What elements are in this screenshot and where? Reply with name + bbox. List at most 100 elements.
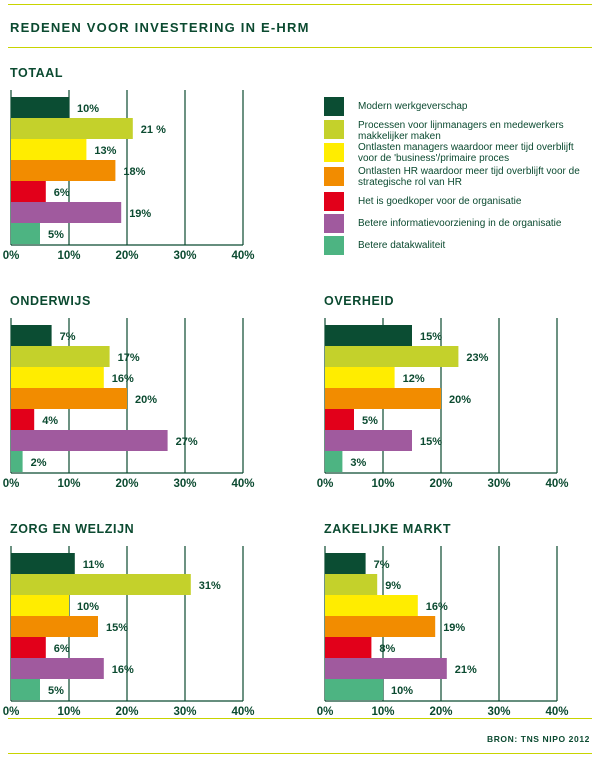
data-label: 23% <box>466 352 488 364</box>
data-label: 27% <box>176 436 198 448</box>
data-label: 18% <box>123 166 145 178</box>
tick-label: 30% <box>487 478 510 490</box>
legend-swatch <box>324 120 344 139</box>
panel-title-overheid: OVERHEID <box>324 294 395 308</box>
tick-label: 10% <box>57 706 80 718</box>
title-rule <box>8 47 592 48</box>
bar <box>325 637 372 658</box>
bar <box>11 679 40 700</box>
panel-title-onderwijs: ONDERWIJS <box>10 294 91 308</box>
tick-label: 30% <box>173 706 196 718</box>
tick-label: 20% <box>429 478 452 490</box>
bar <box>11 616 98 637</box>
data-label: 9% <box>385 580 401 592</box>
bar <box>11 325 52 346</box>
data-label: 4% <box>42 415 58 427</box>
panel-title-totaal: TOTAAL <box>10 66 64 80</box>
panel-title-zorg: ZORG EN WELZIJN <box>10 522 135 536</box>
legend-swatch <box>324 214 344 233</box>
legend-label: Modern werkgeverschap <box>358 101 468 112</box>
data-label: 8% <box>379 643 395 655</box>
data-label: 16% <box>426 601 448 613</box>
data-label: 15% <box>420 331 442 343</box>
data-label: 16% <box>112 373 134 385</box>
data-label: 13% <box>94 145 116 157</box>
bar <box>325 679 383 700</box>
bar <box>325 346 459 367</box>
data-label: 5% <box>48 685 64 697</box>
data-label: 19% <box>129 208 151 220</box>
chart-zorg: 11% 31% 10% 15% 6% 16% 5% 0% 10% 20% 30% 40% <box>3 546 255 718</box>
chart-onderwijs: 7%17%16%20%4%27%2%0% 10% 20% 30% 40% <box>3 318 255 490</box>
tick-label: 30% <box>173 250 196 262</box>
legend-swatch <box>324 97 344 116</box>
data-label: 6% <box>54 187 70 199</box>
tick-label: 40% <box>545 478 568 490</box>
legend-label: Betere datakwaliteit <box>358 240 446 251</box>
bar <box>11 367 104 388</box>
bar <box>325 409 354 430</box>
chart-totaal: 10% 21 % 13% 18% 6% 19% 5% 0% 10% 20% 30% 40% <box>3 90 255 262</box>
data-label: 7% <box>60 331 76 343</box>
bar <box>11 430 168 451</box>
bar <box>325 595 418 616</box>
data-label: 3% <box>350 457 366 469</box>
tick-label: 40% <box>231 478 254 490</box>
bar <box>11 97 69 118</box>
bar <box>11 595 69 616</box>
tick-label: 20% <box>115 250 138 262</box>
bar <box>325 658 447 679</box>
tick-label: 20% <box>115 706 138 718</box>
bar <box>325 451 343 472</box>
tick-label: 0% <box>317 478 334 490</box>
legend-swatch <box>324 192 344 211</box>
tick-label: 30% <box>487 706 510 718</box>
data-label: 15% <box>106 622 128 634</box>
data-label: 12% <box>403 373 425 385</box>
legend-swatch <box>324 143 344 162</box>
data-label: 7% <box>374 559 390 571</box>
data-label: 20% <box>449 394 471 406</box>
chart-overheid: 15% 23% 12% 20% 5% 15% 3% 0% 10% 20% 30% 40% <box>317 318 569 490</box>
bar <box>325 430 412 451</box>
tick-label: 10% <box>371 706 394 718</box>
data-label: 31% <box>199 580 221 592</box>
data-label: 5% <box>362 415 378 427</box>
bar <box>325 388 441 409</box>
legend-label: Ontlasten HR waardoor meer tijd overblij… <box>358 166 580 188</box>
page-title: REDENEN VOOR INVESTERING IN E-HRM <box>10 20 310 35</box>
tick-label: 10% <box>57 250 80 262</box>
bar <box>11 202 122 223</box>
tick-label: 0% <box>317 706 334 718</box>
tick-label: 0% <box>3 478 20 490</box>
legend-label: Ontlasten managers waardoor meer tijd ov… <box>358 142 574 164</box>
panel-title-zakelijk: ZAKELIJKE MARKT <box>324 522 452 536</box>
tick-label: 0% <box>3 250 20 262</box>
data-label: 5% <box>48 229 64 241</box>
tick-label: 20% <box>429 706 452 718</box>
data-label: 10% <box>77 601 99 613</box>
bar <box>11 574 191 595</box>
data-label: 6% <box>54 643 70 655</box>
tick-label: 40% <box>231 706 254 718</box>
tick-label: 20% <box>115 478 138 490</box>
bar <box>325 574 378 595</box>
bar <box>11 388 127 409</box>
data-label: 21 % <box>141 124 166 136</box>
bar <box>325 325 412 346</box>
data-label: 17% <box>118 352 140 364</box>
bar <box>11 451 23 472</box>
data-label: 11% <box>83 559 105 571</box>
bottom-rule-2 <box>8 753 592 754</box>
bar <box>11 181 46 202</box>
data-label: 16% <box>112 664 134 676</box>
data-label: 19% <box>443 622 465 634</box>
legend-label: Het is goedkoper voor de organisatie <box>358 196 522 207</box>
tick-label: 0% <box>3 706 20 718</box>
bottom-rule-1 <box>8 718 592 719</box>
legend-label: Processen voor lijnmanagers en medewerke… <box>358 120 564 142</box>
legend-swatch <box>324 167 344 186</box>
tick-label: 40% <box>545 706 568 718</box>
data-label: 2% <box>31 457 47 469</box>
bar <box>11 139 87 160</box>
